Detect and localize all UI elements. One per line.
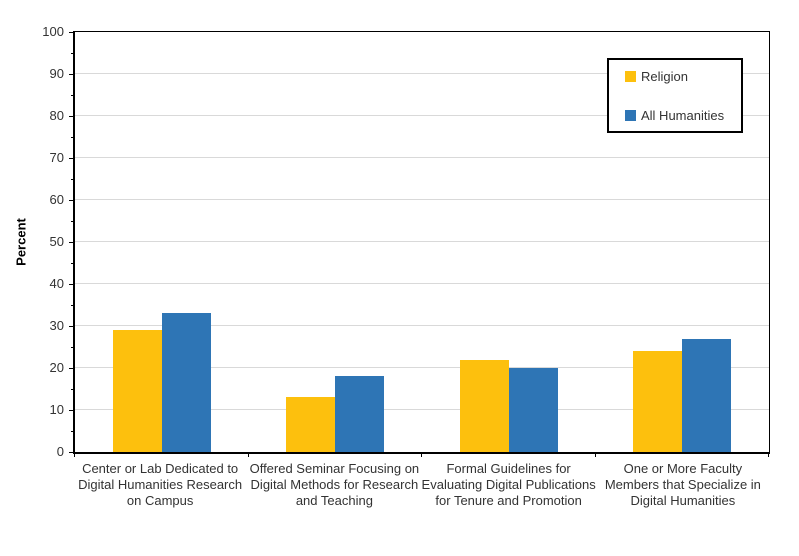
y-tick-95 xyxy=(71,53,75,54)
y-tick-label-90: 90 xyxy=(49,66,64,81)
y-tick-label-20: 20 xyxy=(49,360,64,375)
y-tick-55 xyxy=(71,221,75,222)
bar-all-humanities xyxy=(161,313,211,452)
y-tick-50 xyxy=(69,242,75,243)
y-tick-label-80: 80 xyxy=(49,108,64,123)
y-tick-label-100: 100 xyxy=(42,24,64,39)
bars-layer xyxy=(75,32,769,452)
x-label-cell-4: One or More Faculty Members that Special… xyxy=(596,461,770,509)
x-tick-1 xyxy=(247,452,249,457)
legend-swatch-icon xyxy=(625,109,636,121)
bar-all-humanities xyxy=(682,338,732,452)
gridline-80 xyxy=(75,115,769,116)
legend-item-all-humanities: All Humanities xyxy=(625,108,741,123)
legend-label: Religion xyxy=(641,68,688,84)
y-tick-0 xyxy=(69,452,75,453)
bar-all-humanities xyxy=(508,368,558,452)
y-tick-60 xyxy=(69,200,75,201)
legend-swatch-icon xyxy=(625,70,636,82)
category-label-1: Center or Lab Dedicated to Digital Human… xyxy=(78,461,243,508)
x-tick-4 xyxy=(768,452,769,457)
y-tick-10 xyxy=(69,410,75,411)
y-tick-label-70: 70 xyxy=(49,150,64,165)
y-tick-label-30: 30 xyxy=(49,318,64,333)
category-label-2: Offered Seminar Focusing on Digital Meth… xyxy=(249,461,420,508)
gridline-50 xyxy=(75,241,769,242)
x-label-cell-3: Formal Guidelines for Evaluating Digital… xyxy=(422,461,596,509)
bar-religion xyxy=(459,359,509,452)
y-tick-15 xyxy=(71,389,75,390)
y-tick-65 xyxy=(71,179,75,180)
y-tick-5 xyxy=(71,431,75,432)
gridline-70 xyxy=(75,157,769,158)
category-label-3: Formal Guidelines for Evaluating Digital… xyxy=(421,461,596,508)
bar-group-2 xyxy=(249,32,423,452)
y-tick-100 xyxy=(69,32,75,33)
bar-all-humanities xyxy=(335,376,385,452)
bar-group-1 xyxy=(75,32,249,452)
y-tick-90 xyxy=(69,74,75,75)
y-tick-85 xyxy=(71,95,75,96)
x-axis-labels: Center or Lab Dedicated to Digital Human… xyxy=(73,461,770,509)
y-tick-80 xyxy=(69,116,75,117)
gridline-60 xyxy=(75,199,769,200)
x-tick-2 xyxy=(421,452,422,457)
y-tick-label-40: 40 xyxy=(49,276,64,291)
category-label-4: One or More Faculty Members that Special… xyxy=(604,461,761,508)
bar-group-3 xyxy=(422,32,596,452)
bar-group-4 xyxy=(596,32,770,452)
y-tick-label-50: 50 xyxy=(49,234,64,249)
gridline-90 xyxy=(75,73,769,74)
y-tick-20 xyxy=(69,368,75,369)
gridline-20 xyxy=(75,367,769,368)
bar-religion xyxy=(633,351,683,452)
legend: Religion All Humanities xyxy=(607,58,743,133)
y-tick-label-10: 10 xyxy=(49,402,64,417)
y-tick-label-60: 60 xyxy=(49,192,64,207)
y-tick-40 xyxy=(69,284,75,285)
y-tick-75 xyxy=(71,137,75,138)
gridline-30 xyxy=(75,325,769,326)
legend-item-religion: Religion xyxy=(625,69,741,84)
plot-area: Religion All Humanities 0 10 20 30 40 50 60 70 80… xyxy=(42,24,770,459)
y-tick-label-0: 0 xyxy=(56,444,64,459)
y-tick-70 xyxy=(69,158,75,159)
y-tick-25 xyxy=(71,347,75,348)
y-tick-35 xyxy=(71,305,75,306)
y-tick-45 xyxy=(71,263,75,264)
x-label-cell-1: Center or Lab Dedicated to Digital Human… xyxy=(73,461,247,509)
bar-religion xyxy=(112,330,162,452)
y-tick-30 xyxy=(69,326,75,327)
x-tick-3 xyxy=(594,452,596,457)
legend-label: All Humanities xyxy=(641,107,725,123)
bar-religion xyxy=(286,397,336,452)
x-label-cell-2: Offered Seminar Focusing on Digital Meth… xyxy=(247,461,421,509)
gridline-40 xyxy=(75,283,769,284)
gridline-10 xyxy=(75,409,769,410)
x-tick-0 xyxy=(74,452,75,457)
y-axis-title: Percent xyxy=(13,218,29,266)
